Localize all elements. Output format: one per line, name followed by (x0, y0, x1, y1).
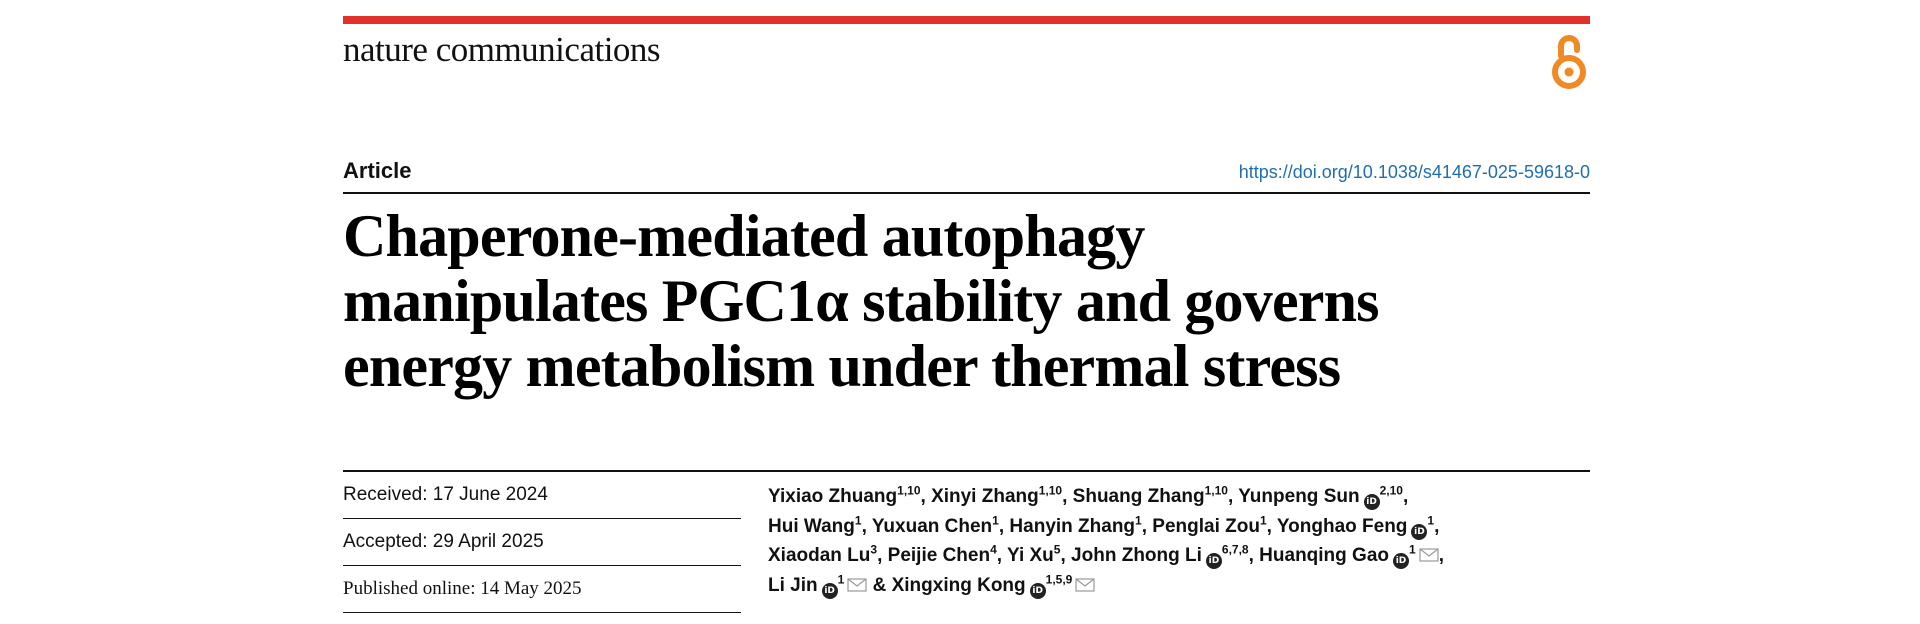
accepted-date: Accepted: 29 April 2025 (343, 519, 741, 566)
title-line: Chaperone-mediated autophagy (343, 203, 1145, 269)
title-line: energy metabolism under thermal stress (343, 333, 1341, 399)
article-type-label: Article (343, 158, 412, 183)
affiliation-superscript: 4 (990, 542, 997, 557)
affiliation-superscript: 1 (1259, 513, 1267, 528)
affiliation-superscript: 5 (1053, 542, 1061, 557)
publication-dates: Received: 17 June 2024 Accepted: 29 Apri… (343, 472, 741, 613)
author-name[interactable]: Hanyin Zhang (1009, 515, 1136, 537)
received-date: Received: 17 June 2024 (343, 472, 741, 519)
article-title: Chaperone-mediated autophagy manipulates… (343, 204, 1583, 399)
published-date: Published online: 14 May 2025 (343, 566, 741, 613)
journal-logo[interactable]: nature communications (343, 30, 661, 69)
author-name[interactable]: Xiaodan Lu (768, 545, 871, 566)
author-name[interactable]: Xingxing Kong (891, 574, 1026, 596)
orcid-icon[interactable]: iD (1205, 553, 1222, 569)
author-name[interactable]: Yonghao Feng (1276, 515, 1408, 537)
affiliation-superscript: 1,5,9 (1045, 572, 1073, 587)
open-access-icon (1552, 35, 1586, 89)
author-name[interactable]: Huanqing Gao (1259, 545, 1389, 566)
affiliation-superscript: 1 (854, 513, 862, 528)
author-name[interactable]: Penglai Zou (1152, 515, 1260, 537)
affiliation-superscript: 3 (870, 542, 878, 557)
journal-accent-bar (343, 16, 1590, 24)
affiliation-superscript: 1 (992, 513, 999, 528)
author-name[interactable]: Yunpeng Sun (1238, 486, 1360, 507)
affiliation-superscript: 1,10 (1038, 483, 1063, 498)
affiliation-superscript: 6,7,8 (1221, 542, 1249, 557)
author-name[interactable]: Yi Xu (1006, 545, 1054, 566)
author-name[interactable]: Yuxuan Chen (871, 515, 993, 537)
orcid-icon[interactable]: iD (821, 582, 838, 599)
affiliation-superscript: 2,10 (1379, 483, 1403, 498)
author-name[interactable]: Yixiao Zhuang (768, 486, 898, 507)
author-list: Yixiao Zhuang1,10, Xinyi Zhang1,10, Shua… (768, 482, 1590, 600)
header-divider (343, 192, 1590, 194)
orcid-icon[interactable]: iD (1029, 582, 1046, 599)
doi-link[interactable]: https://doi.org/10.1038/s41467-025-59618… (1238, 162, 1590, 182)
affiliation-superscript: 1 (1135, 513, 1142, 528)
email-icon[interactable] (1075, 577, 1095, 592)
orcid-icon[interactable]: iD (1363, 494, 1380, 510)
orcid-icon[interactable]: iD (1411, 523, 1428, 540)
email-icon[interactable] (847, 577, 867, 592)
orcid-icon[interactable]: iD (1393, 553, 1409, 569)
author-name[interactable]: Shuang Zhang (1072, 486, 1205, 507)
affiliation-superscript: 1,10 (897, 483, 921, 498)
metadata-divider (343, 470, 1590, 472)
author-name[interactable]: John Zhong Li (1071, 545, 1202, 566)
affiliation-superscript: 1 (1427, 513, 1435, 528)
author-name[interactable]: Li Jin (768, 574, 818, 596)
affiliation-superscript: 1,10 (1204, 483, 1228, 498)
author-name[interactable]: Hui Wang (768, 515, 855, 537)
author-name[interactable]: Xinyi Zhang (931, 486, 1039, 507)
affiliation-superscript: 1 (837, 572, 845, 587)
author-name[interactable]: Peijie Chen (887, 545, 991, 566)
email-icon[interactable] (1419, 548, 1439, 562)
affiliation-superscript: 1 (1409, 542, 1416, 557)
title-line: manipulates PGC1α stability and governs (343, 268, 1380, 334)
